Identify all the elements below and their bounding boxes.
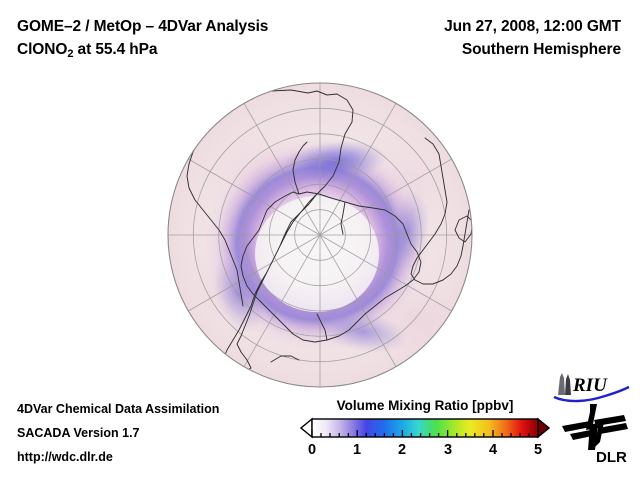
colorbar-tick-1: 1	[352, 442, 362, 458]
colorbar-tick-5: 5	[533, 442, 543, 458]
vortex-lobe-pacific	[317, 310, 409, 354]
riu-wave-icon	[553, 385, 630, 403]
meridians	[168, 83, 472, 387]
coastline-weddell-inlet	[340, 201, 346, 235]
coastline-antarctic-peninsula	[292, 141, 308, 195]
region-label: Southern Hemisphere	[461, 41, 621, 58]
coastline-tierra-del-fuego	[216, 365, 246, 381]
orthographic-globe-map	[167, 82, 473, 388]
species-pressure-level: at 55.4 hPa	[73, 41, 158, 58]
riu-logo: RIU	[553, 373, 630, 403]
vortex-lobe-atlantic	[283, 140, 387, 184]
colorbar-ticks	[311, 430, 539, 437]
coastline-southern-africa	[410, 137, 470, 285]
dlr-logo: DLR	[562, 404, 628, 466]
vortex-core-low-values	[255, 196, 379, 312]
graticule	[168, 83, 472, 387]
dlr-wordmark: DLR	[596, 449, 627, 466]
riu-tower-icon	[558, 373, 571, 395]
globe-svg	[167, 82, 473, 388]
coastline-tasmania	[452, 363, 468, 375]
colorbar: Volume Mixing Ratio [ppbv]	[300, 398, 550, 470]
footer-line-version: SACADA Version 1.7	[17, 426, 140, 440]
coastline-south-america	[216, 89, 354, 373]
colorbar-tick-labels: 0 1 2 3 4 5	[300, 442, 550, 464]
data-field-layer	[177, 122, 472, 368]
colorbar-svg	[300, 417, 550, 439]
coastline-madagascar	[454, 215, 472, 243]
colorbar-under-arrow	[300, 417, 313, 439]
timestamp: Jun 27, 2008, 12:00 GMT	[444, 18, 621, 35]
coastline-australia	[442, 339, 472, 345]
dlr-mark-icon	[562, 404, 628, 450]
coastline-ross-inlet	[316, 313, 328, 341]
colorbar-over-arrow	[537, 417, 550, 439]
vortex-lobe-west	[212, 255, 266, 333]
footer-line-assimilation: 4DVar Chemical Data Assimilation	[17, 402, 220, 416]
colorbar-tick-4: 4	[488, 442, 498, 458]
colorbar-tick-2: 2	[397, 442, 407, 458]
species-subtitle: ClONO2 at 55.4 hPa	[17, 41, 158, 60]
page-title: GOME–2 / MetOp – 4DVar Analysis	[17, 18, 269, 35]
riu-wordmark: RIU	[572, 375, 608, 396]
colorbar-title: Volume Mixing Ratio [ppbv]	[336, 398, 514, 413]
globe-limb	[167, 82, 473, 388]
colorbar-gradient	[311, 418, 539, 438]
footer-line-url[interactable]: http://wdc.dlr.de	[17, 450, 113, 464]
colorbar-tick-3: 3	[443, 442, 453, 458]
species-name: ClONO	[17, 41, 68, 58]
coastline-new-zealand	[270, 355, 300, 363]
coastline-antarctica	[240, 191, 422, 343]
colorbar-tick-0: 0	[307, 442, 317, 458]
species-subscript: 2	[67, 48, 74, 60]
